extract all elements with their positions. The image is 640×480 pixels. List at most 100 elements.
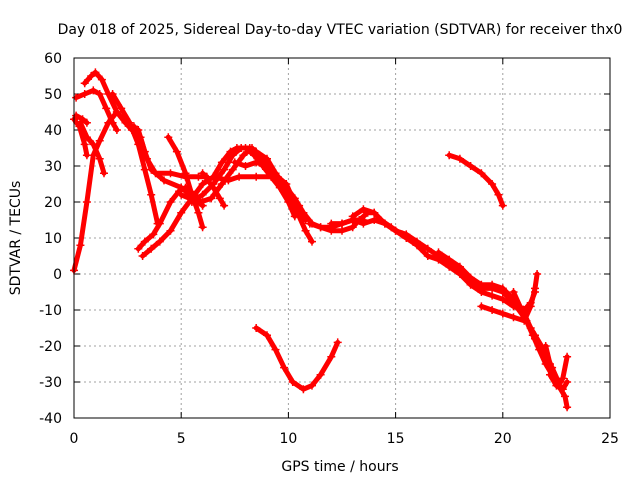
data-point xyxy=(138,252,147,260)
data-point xyxy=(241,144,250,152)
data-point xyxy=(228,165,237,174)
data-point xyxy=(563,403,572,412)
data-point xyxy=(305,219,314,228)
data-point xyxy=(209,172,218,181)
data-point xyxy=(72,111,81,120)
data-point xyxy=(230,158,239,167)
data-point xyxy=(217,180,226,188)
data-point xyxy=(177,208,186,217)
data-point xyxy=(95,154,104,163)
data-point xyxy=(194,208,203,217)
data-point xyxy=(533,270,542,278)
data-point xyxy=(160,176,168,185)
data-point xyxy=(207,194,216,203)
series-group xyxy=(70,68,572,412)
x-axis-title: GPS time / hours xyxy=(281,459,398,475)
data-point xyxy=(434,248,443,257)
x-tick-label: 5 xyxy=(177,431,186,447)
data-point xyxy=(95,90,104,98)
data-point xyxy=(147,165,156,174)
data-point xyxy=(526,302,535,311)
data-point xyxy=(455,270,464,278)
y-tick-label: -10 xyxy=(39,303,62,319)
data-point xyxy=(196,198,205,206)
data-point xyxy=(82,198,91,206)
data-point xyxy=(252,324,261,332)
data-point xyxy=(89,140,98,149)
data-point xyxy=(434,255,443,264)
data-point xyxy=(455,154,464,163)
data-point xyxy=(516,302,524,311)
data-point xyxy=(338,219,346,228)
x-tick-label: 15 xyxy=(387,431,405,447)
data-point xyxy=(72,93,81,102)
data-point xyxy=(488,306,497,314)
data-point xyxy=(445,262,454,271)
series-track-p xyxy=(200,170,227,209)
data-point xyxy=(423,244,432,253)
data-point xyxy=(288,378,297,386)
data-point xyxy=(198,169,207,178)
data-point xyxy=(232,144,241,152)
data-point xyxy=(252,172,261,181)
data-point xyxy=(413,241,421,250)
data-point xyxy=(140,147,149,156)
data-point xyxy=(271,345,280,354)
data-point xyxy=(108,118,117,127)
data-point xyxy=(263,162,271,170)
y-tick-label: 50 xyxy=(44,87,62,103)
data-point xyxy=(82,151,91,160)
data-point xyxy=(172,147,181,156)
data-point xyxy=(226,147,235,156)
data-point xyxy=(140,237,149,246)
data-point xyxy=(89,86,98,95)
data-point xyxy=(108,90,117,98)
y-tick-label: 40 xyxy=(44,123,62,139)
data-point xyxy=(563,378,572,386)
data-point xyxy=(280,183,289,192)
data-point xyxy=(477,288,486,296)
data-point xyxy=(299,385,308,394)
data-point xyxy=(76,118,85,127)
data-point xyxy=(477,169,486,178)
data-point xyxy=(466,162,475,170)
data-point xyxy=(498,201,507,210)
data-point xyxy=(558,385,567,394)
data-point xyxy=(494,190,503,199)
data-point xyxy=(267,172,276,181)
data-point xyxy=(112,126,121,134)
data-point xyxy=(541,342,550,350)
data-point xyxy=(466,273,475,282)
data-point xyxy=(561,392,569,401)
data-point xyxy=(80,79,89,88)
data-point xyxy=(327,226,336,235)
data-point xyxy=(100,169,108,178)
data-point xyxy=(288,198,297,206)
data-point xyxy=(198,180,207,188)
data-point xyxy=(488,280,497,289)
data-point xyxy=(102,104,111,113)
data-point xyxy=(455,262,464,271)
data-point xyxy=(95,136,104,145)
data-point xyxy=(327,219,336,228)
data-point xyxy=(546,370,554,379)
data-point xyxy=(327,352,336,361)
data-point xyxy=(147,190,156,199)
data-point xyxy=(370,208,379,217)
y-axis-title: SDTVAR / TECUs xyxy=(8,181,24,296)
data-point xyxy=(80,140,89,149)
y-tick-label: -30 xyxy=(39,375,62,391)
data-point xyxy=(498,295,507,304)
series-track-z xyxy=(547,372,570,392)
data-point xyxy=(194,172,203,181)
data-point xyxy=(301,216,310,224)
data-point xyxy=(348,223,357,232)
data-point xyxy=(498,284,507,293)
data-point xyxy=(263,154,271,163)
data-point xyxy=(155,219,164,228)
data-point xyxy=(82,133,91,142)
data-point xyxy=(250,151,259,160)
data-point xyxy=(295,208,304,217)
data-point xyxy=(241,162,250,170)
